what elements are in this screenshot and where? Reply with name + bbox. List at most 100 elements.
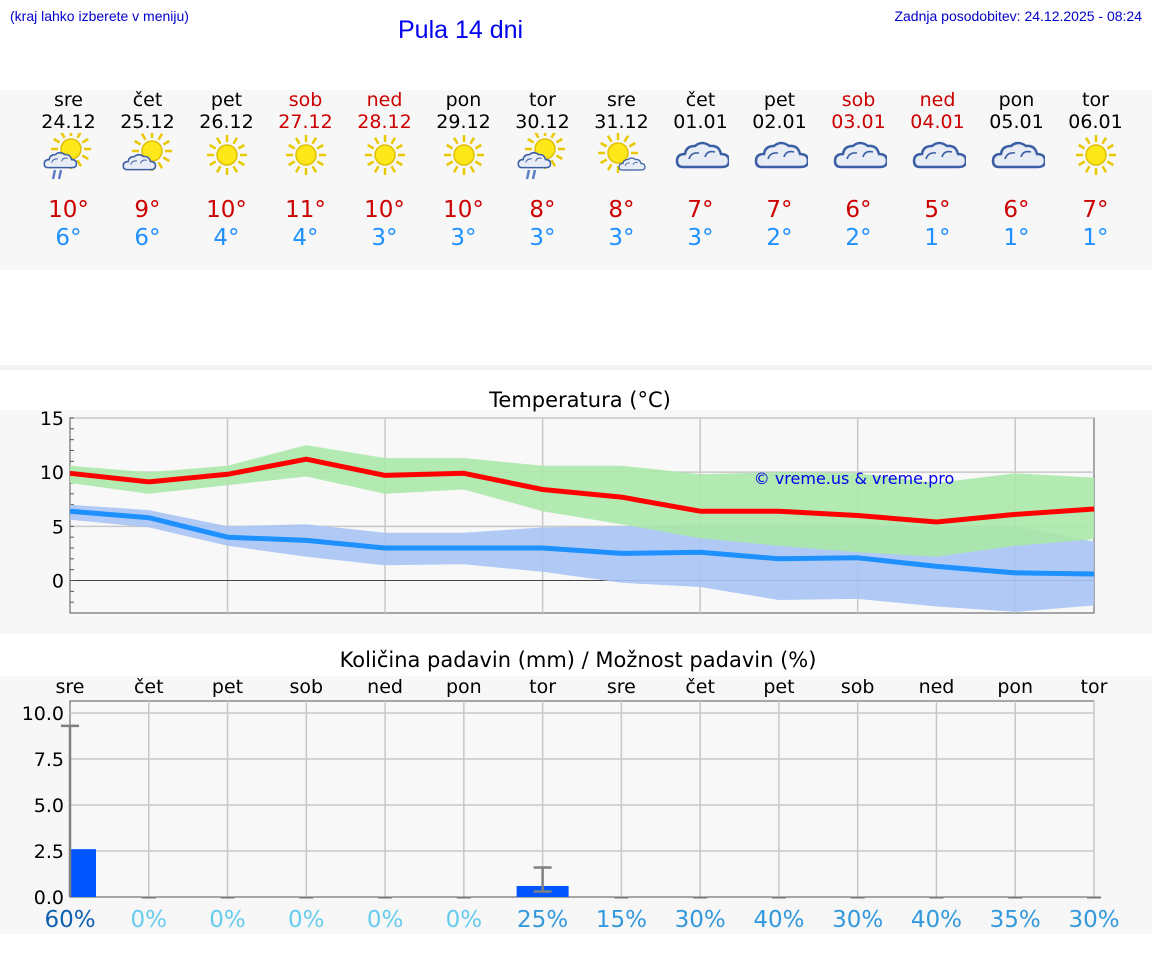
precipitation-probability: 25% bbox=[517, 907, 568, 933]
precipitation-bar bbox=[70, 849, 96, 897]
day-date: 25.12 bbox=[120, 111, 175, 133]
precipitation-probability: 30% bbox=[1068, 907, 1119, 933]
x-category-label: pet bbox=[763, 676, 794, 698]
location-hint: (kraj lahko izberete v meniju) bbox=[10, 8, 189, 24]
precipitation-probability: 0% bbox=[209, 907, 246, 933]
precipitation-probability: 0% bbox=[446, 907, 483, 933]
x-category-label: ned bbox=[919, 676, 955, 698]
max-temperature: 7° bbox=[766, 197, 793, 223]
cloud-icon bbox=[831, 133, 889, 185]
x-category-label: sre bbox=[56, 676, 85, 698]
x-category-label: pon bbox=[997, 676, 1033, 698]
precipitation-probability: 0% bbox=[288, 907, 325, 933]
y-tick-label: 10.0 bbox=[22, 703, 64, 725]
day-date: 28.12 bbox=[357, 111, 412, 133]
precipitation-probability: 30% bbox=[675, 907, 726, 933]
day-name: ned bbox=[366, 89, 403, 111]
sun-small-cloud-icon bbox=[594, 133, 650, 185]
temperature-chart: Temperatura (°C) 15 10 5 0 © vreme.us & vreme… bbox=[40, 388, 1095, 614]
max-temperature: 9° bbox=[134, 197, 161, 223]
plot-area bbox=[69, 700, 1095, 898]
sun-icon bbox=[1068, 133, 1124, 185]
max-temperature: 10° bbox=[364, 197, 405, 223]
day-name: sob bbox=[288, 89, 323, 111]
day-name: ned bbox=[919, 89, 956, 111]
x-category-label: čet bbox=[685, 676, 715, 698]
day-name: tor bbox=[1082, 89, 1109, 111]
cloud-icon bbox=[910, 133, 968, 185]
cloud-icon bbox=[673, 133, 731, 185]
day-date: 27.12 bbox=[278, 111, 333, 133]
day-date: 03.01 bbox=[831, 111, 886, 133]
day-date: 26.12 bbox=[199, 111, 254, 133]
min-temperature: 4° bbox=[292, 225, 319, 251]
sun-icon bbox=[278, 133, 334, 185]
x-category-label: sre bbox=[607, 676, 636, 698]
watermark: © vreme.us & vreme.pro bbox=[754, 469, 955, 488]
y-tick-label: 7.5 bbox=[34, 749, 64, 771]
day-name: sre bbox=[54, 89, 83, 111]
max-temperature: 10° bbox=[443, 197, 484, 223]
x-category-label: sob bbox=[290, 676, 324, 698]
precipitation-probability: 40% bbox=[753, 907, 804, 933]
page-title: Pula 14 dni bbox=[398, 16, 524, 44]
day-name: čet bbox=[132, 89, 163, 111]
y-tick-label: 0 bbox=[52, 571, 64, 593]
x-category-label: ned bbox=[367, 676, 403, 698]
sun-cloud-rain-icon bbox=[41, 129, 97, 185]
max-temperature: 8° bbox=[529, 197, 556, 223]
x-category-label: pon bbox=[446, 676, 482, 698]
precipitation-chart: Količina padavin (mm) / Možnost padavin … bbox=[22, 648, 1120, 933]
day-date: 02.01 bbox=[752, 111, 807, 133]
max-temperature: 11° bbox=[285, 197, 326, 223]
min-temperature: 1° bbox=[924, 225, 951, 251]
max-temperature: 10° bbox=[206, 197, 247, 223]
day-date: 29.12 bbox=[436, 111, 491, 133]
day-date: 05.01 bbox=[989, 111, 1044, 133]
x-category-label: sob bbox=[841, 676, 875, 698]
min-temperature: 6° bbox=[55, 225, 82, 251]
day-name: pon bbox=[445, 89, 482, 111]
min-temperature: 3° bbox=[529, 225, 556, 251]
precipitation-probability: 60% bbox=[44, 907, 95, 933]
x-category-label: tor bbox=[1081, 676, 1108, 698]
min-temperature: 4° bbox=[213, 225, 240, 251]
forecast-band bbox=[0, 90, 1152, 270]
cloud-icon bbox=[989, 133, 1047, 185]
precipitation-probability: 30% bbox=[832, 907, 883, 933]
day-date: 30.12 bbox=[515, 111, 570, 133]
x-category-label: tor bbox=[529, 676, 556, 698]
precipitation-probability: 40% bbox=[911, 907, 962, 933]
precipitation-probability: 35% bbox=[990, 907, 1041, 933]
max-temperature: 10° bbox=[48, 197, 89, 223]
min-temperature: 2° bbox=[766, 225, 793, 251]
min-temperature: 1° bbox=[1082, 225, 1109, 251]
precipitation-probability: 0% bbox=[131, 907, 168, 933]
day-date: 06.01 bbox=[1068, 111, 1123, 133]
cloud-icon bbox=[752, 133, 810, 185]
y-tick-label: 0.0 bbox=[34, 887, 64, 909]
day-name: pet bbox=[763, 89, 796, 111]
last-update: Zadnja posodobitev: 24.12.2025 - 08:24 bbox=[894, 8, 1142, 24]
chart-title: Količina padavin (mm) / Možnost padavin … bbox=[340, 648, 817, 672]
max-temperature: 8° bbox=[608, 197, 635, 223]
day-name: pet bbox=[210, 89, 243, 111]
day-date: 04.01 bbox=[910, 111, 965, 133]
y-tick-label: 10 bbox=[40, 462, 64, 484]
day-name: čet bbox=[685, 89, 716, 111]
sun-cloud-rain-icon bbox=[515, 129, 571, 185]
day-date: 01.01 bbox=[673, 111, 728, 133]
min-temperature: 1° bbox=[1003, 225, 1030, 251]
max-temperature: 5° bbox=[924, 197, 951, 223]
chart-title: Temperatura (°C) bbox=[488, 388, 671, 412]
y-tick-label: 2.5 bbox=[34, 841, 64, 863]
day-name: pon bbox=[998, 89, 1035, 111]
max-temperature: 6° bbox=[845, 197, 872, 223]
sun-icon bbox=[199, 133, 255, 185]
max-temperature-line bbox=[69, 456, 1095, 525]
min-temperature: 2° bbox=[845, 225, 872, 251]
x-category-label: pet bbox=[212, 676, 243, 698]
max-temperature: 7° bbox=[1082, 197, 1109, 223]
y-tick-label: 5.0 bbox=[34, 795, 64, 817]
min-temperature: 3° bbox=[450, 225, 477, 251]
